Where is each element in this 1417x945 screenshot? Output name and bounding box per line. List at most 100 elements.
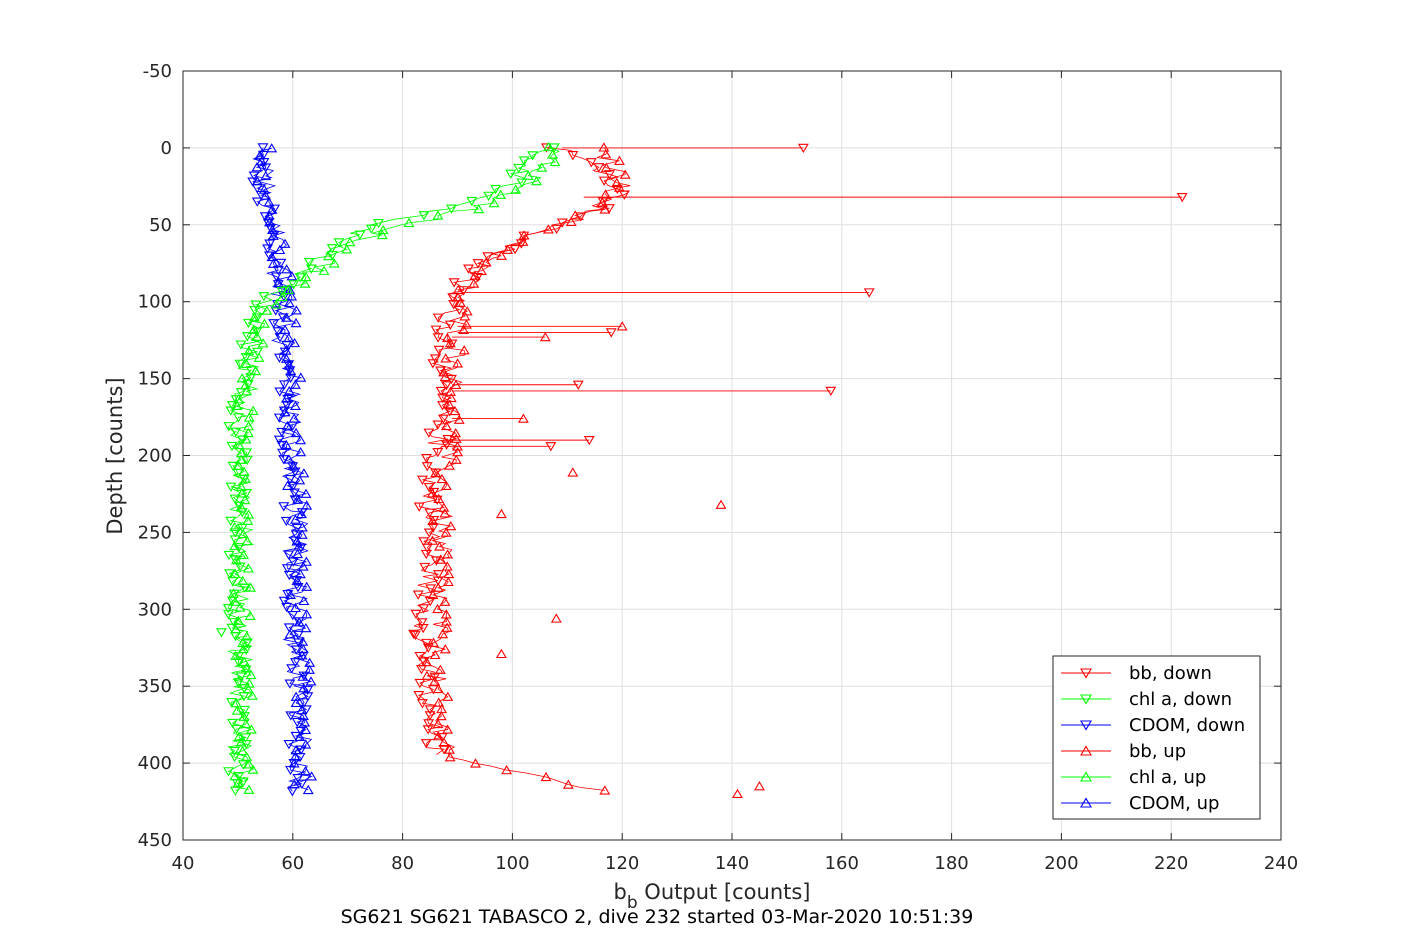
data-point — [231, 724, 243, 735]
data-point — [296, 779, 308, 789]
data-point — [289, 751, 301, 761]
data-point — [226, 441, 238, 452]
data-point — [421, 453, 432, 464]
spike-point — [572, 380, 584, 390]
data-point — [440, 480, 452, 491]
x-axis-label-main: b — [613, 880, 626, 904]
data-point — [276, 448, 288, 459]
data-point — [423, 428, 435, 438]
data-point — [282, 590, 294, 600]
data-point — [304, 664, 315, 674]
data-point — [445, 520, 457, 531]
data-point — [423, 483, 435, 493]
ticks: 40 60 80 100 120 140 160 180 200 220 240 -50 0 50 100 1… — [138, 61, 1299, 874]
data-point — [236, 488, 248, 498]
data-point — [272, 277, 284, 288]
data-point — [230, 650, 242, 661]
data-point — [280, 439, 292, 450]
data-point — [300, 622, 312, 633]
data-point — [435, 554, 447, 564]
data-point — [232, 657, 244, 667]
data-point — [432, 731, 444, 741]
data-point — [228, 618, 240, 628]
legend-label: CDOM, down — [1129, 715, 1245, 736]
y-tick-label: 350 — [138, 676, 172, 697]
data-point — [439, 508, 451, 518]
data-point — [236, 508, 248, 518]
data-point — [251, 197, 263, 207]
data-point — [549, 156, 561, 167]
data-point — [286, 291, 298, 301]
data-point — [295, 508, 307, 519]
y-tick-label: 450 — [138, 830, 172, 851]
data-point — [243, 759, 255, 769]
data-point — [531, 175, 542, 186]
data-point — [536, 162, 548, 172]
data-point — [488, 197, 500, 208]
data-point — [290, 645, 302, 655]
data-point — [447, 293, 459, 303]
data-point — [251, 313, 263, 323]
data-point — [298, 698, 310, 708]
outlier-point — [550, 613, 562, 623]
data-point — [442, 576, 454, 587]
data-point — [262, 244, 274, 254]
data-point — [229, 535, 241, 545]
data-point — [233, 460, 245, 470]
data-point — [323, 250, 334, 261]
data-point — [427, 515, 439, 526]
data-point — [303, 257, 315, 268]
data-point — [237, 528, 249, 539]
data-point — [290, 305, 302, 315]
data-point — [283, 623, 295, 633]
data-point — [242, 318, 254, 329]
data-point — [613, 155, 625, 165]
data-point — [440, 353, 452, 363]
data-point — [267, 258, 279, 268]
data-point — [266, 143, 278, 153]
data-point — [232, 678, 244, 688]
data-point — [233, 543, 245, 553]
data-point — [293, 638, 305, 648]
data-point — [289, 514, 301, 524]
data-point — [282, 480, 293, 490]
data-point — [440, 527, 452, 537]
data-point — [251, 162, 263, 172]
data-point — [543, 141, 554, 152]
data-point — [288, 280, 300, 290]
data-point — [517, 236, 529, 246]
data-point — [225, 516, 237, 527]
data-point — [241, 332, 253, 342]
data-point — [600, 149, 612, 159]
data-point — [439, 371, 451, 382]
spike-point — [825, 386, 837, 397]
data-point — [426, 488, 438, 498]
data-point — [611, 177, 623, 187]
data-point — [469, 270, 481, 280]
data-point — [424, 705, 436, 715]
data-point — [239, 705, 251, 716]
data-point — [341, 244, 353, 254]
data-point — [333, 238, 345, 248]
data-point — [449, 405, 461, 416]
data-point — [412, 590, 424, 600]
data-point — [230, 427, 242, 437]
data-point — [427, 359, 439, 369]
data-point — [281, 421, 293, 431]
data-point — [245, 724, 257, 734]
data-point — [230, 395, 242, 405]
data-point — [598, 142, 610, 152]
data-point — [437, 414, 449, 424]
data-point — [547, 149, 558, 159]
data-point — [248, 312, 260, 322]
data-point — [430, 325, 442, 335]
data-point — [540, 771, 552, 782]
data-point — [265, 224, 277, 234]
data-point — [490, 184, 502, 195]
data-point — [264, 239, 276, 249]
data-point — [232, 777, 244, 788]
data-point — [283, 740, 295, 750]
data-point — [480, 257, 492, 267]
data-point — [483, 191, 495, 201]
data-point — [410, 609, 422, 620]
